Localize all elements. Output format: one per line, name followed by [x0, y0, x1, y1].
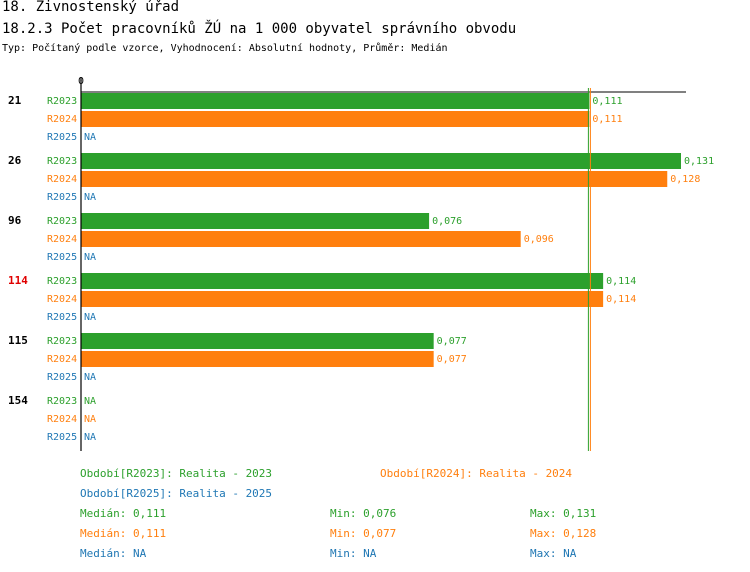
legend-median-r2024: Medián: 0,111: [80, 527, 167, 540]
bar: [81, 333, 434, 349]
data-label-na: NA: [84, 252, 96, 263]
category-label: 114: [8, 274, 28, 287]
data-label: 0,128: [670, 174, 700, 185]
series-row-label: R2025: [47, 132, 77, 143]
series-row-label: R2024: [47, 354, 77, 365]
series-row-label: R2023: [47, 216, 77, 227]
series-row-label: R2025: [47, 372, 77, 383]
bar: [81, 273, 604, 289]
bar: [81, 171, 668, 187]
series-row-label: R2023: [47, 276, 77, 287]
legend-median-r2023: Medián: 0,111: [80, 507, 167, 520]
bar: [81, 153, 681, 169]
data-label-na: NA: [84, 372, 96, 383]
legend-max-r2024: Max: 0,128: [530, 527, 597, 540]
data-label: 0,131: [684, 156, 714, 167]
bar: [81, 213, 430, 229]
category-label: 21: [8, 94, 22, 107]
legend-max-r2025: Max: NA: [530, 547, 577, 560]
bar: [81, 93, 590, 109]
bar: [81, 351, 434, 367]
series-row-label: R2025: [47, 432, 77, 443]
series-row-label: R2024: [47, 294, 77, 305]
legend-period-r2024: Období[R2024]: Realita - 2024: [380, 467, 573, 480]
legend-min-r2023: Min: 0,076: [330, 507, 397, 520]
data-label-na: NA: [84, 396, 96, 407]
series-row-label: R2024: [47, 174, 77, 185]
data-label-na: NA: [84, 414, 96, 425]
legend-median-r2025: Medián: NA: [80, 547, 147, 560]
data-label-na: NA: [84, 132, 96, 143]
data-label: 0,111: [592, 114, 622, 125]
series-row-label: R2024: [47, 234, 77, 245]
series-row-label: R2025: [47, 252, 77, 263]
category-label: 96: [8, 214, 22, 227]
data-label: 0,111: [592, 96, 622, 107]
data-label-na: NA: [84, 312, 96, 323]
data-label-na: NA: [84, 432, 96, 443]
bar: [81, 111, 590, 127]
series-row-label: R2023: [47, 336, 77, 347]
legend-period-r2023: Období[R2023]: Realita - 2023: [80, 467, 273, 480]
category-label: 115: [8, 334, 28, 347]
data-label: 0,114: [606, 294, 636, 305]
series-row-label: R2023: [47, 396, 77, 407]
series-row-label: R2025: [47, 192, 77, 203]
data-label: 0,077: [437, 336, 467, 347]
chart-type-description: Typ: Počítaný podle vzorce, Vyhodnocení:…: [2, 43, 448, 54]
bar: [81, 291, 604, 307]
series-row-label: R2024: [47, 414, 77, 425]
category-label: 154: [8, 394, 28, 407]
data-label-na: NA: [84, 192, 96, 203]
series-row-label: R2023: [47, 156, 77, 167]
chart-subtitle: 18.2.3 Počet pracovníků ŽÚ na 1 000 obyv…: [2, 21, 517, 37]
data-label: 0,114: [606, 276, 636, 287]
data-label: 0,077: [437, 354, 467, 365]
data-label: 0,076: [432, 216, 462, 227]
legend-min-r2024: Min: 0,077: [330, 527, 397, 540]
series-row-label: R2025: [47, 312, 77, 323]
legend-period-r2025: Období[R2025]: Realita - 2025: [80, 487, 273, 500]
legend-max-r2023: Max: 0,131: [530, 507, 597, 520]
bar: [81, 231, 521, 247]
series-row-label: R2023: [47, 96, 77, 107]
legend-min-r2025: Min: NA: [330, 547, 377, 560]
series-row-label: R2024: [47, 114, 77, 125]
data-label: 0,096: [524, 234, 554, 245]
chart-title: 18. Živnostenský úřad: [2, 0, 180, 15]
category-label: 26: [8, 154, 22, 167]
bar-chart: 021R20230,111R20240,111R2025NA26R20230,1…: [8, 76, 714, 451]
